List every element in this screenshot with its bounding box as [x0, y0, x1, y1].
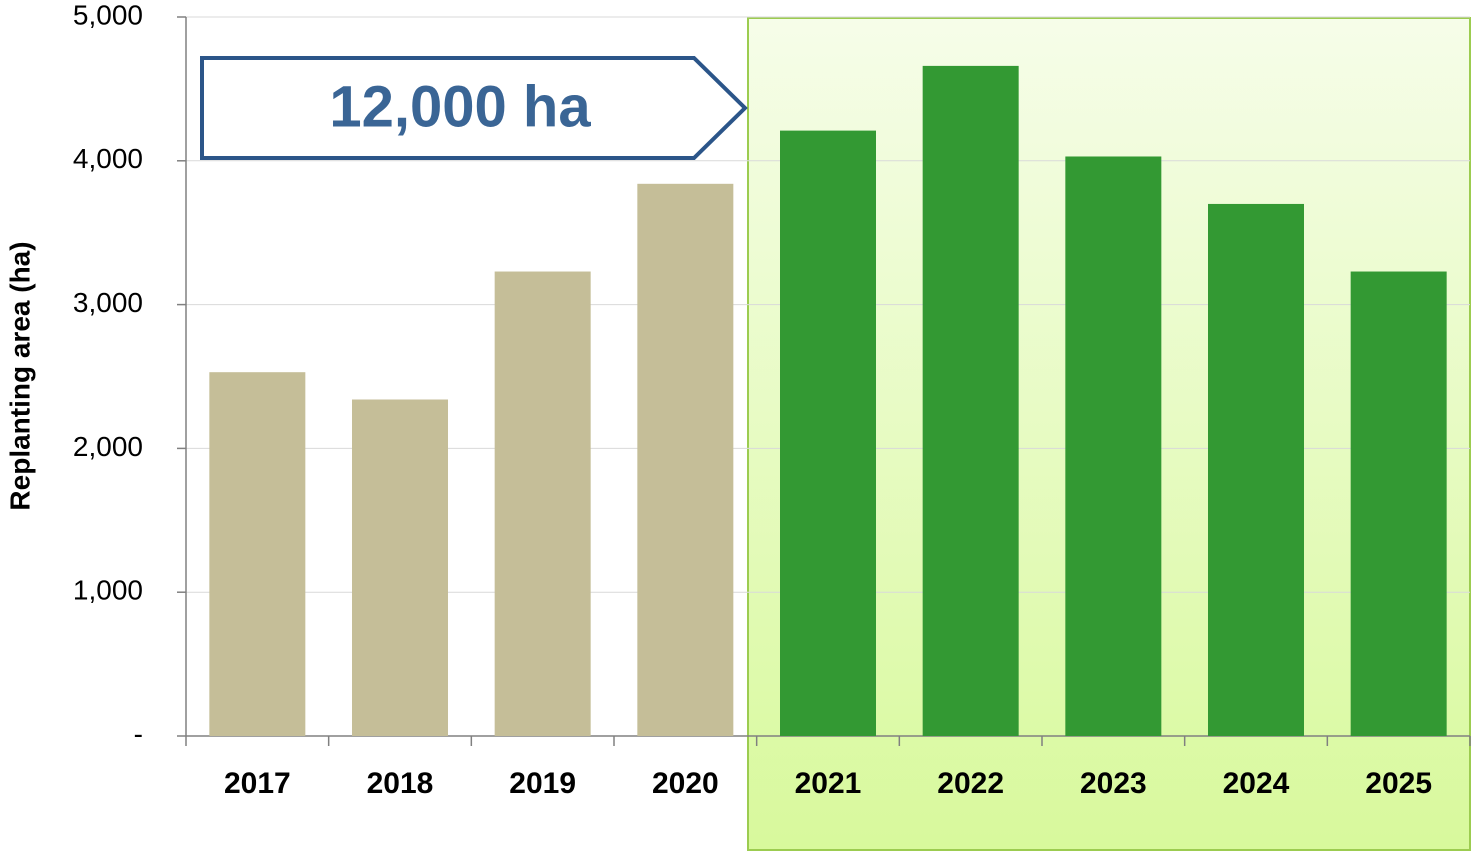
bar: [1350, 271, 1447, 736]
y-tick-label: 5,000: [73, 0, 143, 30]
bar: [494, 271, 591, 736]
y-tick-label: 1,000: [73, 575, 143, 606]
plot-area: - 1,000 2,000 3,000 4,000 5,000 2017 2018 2019 20…: [73, 0, 1471, 800]
bar: [922, 65, 1019, 737]
bar: [637, 183, 734, 737]
y-axis-label: Replanting area (ha): [4, 241, 35, 510]
x-tick-label: 2023: [1080, 767, 1147, 800]
x-tick-label: 2025: [1365, 767, 1432, 800]
bar: [1208, 203, 1304, 736]
y-tick-label: 2,000: [73, 431, 143, 462]
annotation-arrow: [200, 56, 748, 160]
x-tick-label: 2019: [509, 767, 576, 800]
x-tick-label: 2022: [937, 767, 1004, 800]
y-tick-label: 3,000: [73, 287, 143, 318]
x-tick-label: 2018: [367, 767, 434, 800]
annotation: 12,000 ha: [200, 56, 748, 160]
x-tick-label: 2020: [652, 767, 719, 800]
annotation-text: 12,000 ha: [329, 74, 591, 139]
bar: [780, 130, 876, 737]
y-tick-label: 4,000: [73, 143, 143, 174]
bar: [352, 399, 448, 736]
bar: [1065, 156, 1162, 737]
x-tick-label: 2021: [795, 767, 862, 800]
x-tick-label: 2024: [1223, 767, 1290, 800]
bar: [209, 372, 306, 736]
y-tick-label: -: [134, 718, 143, 749]
x-tick-label: 2017: [224, 767, 291, 800]
